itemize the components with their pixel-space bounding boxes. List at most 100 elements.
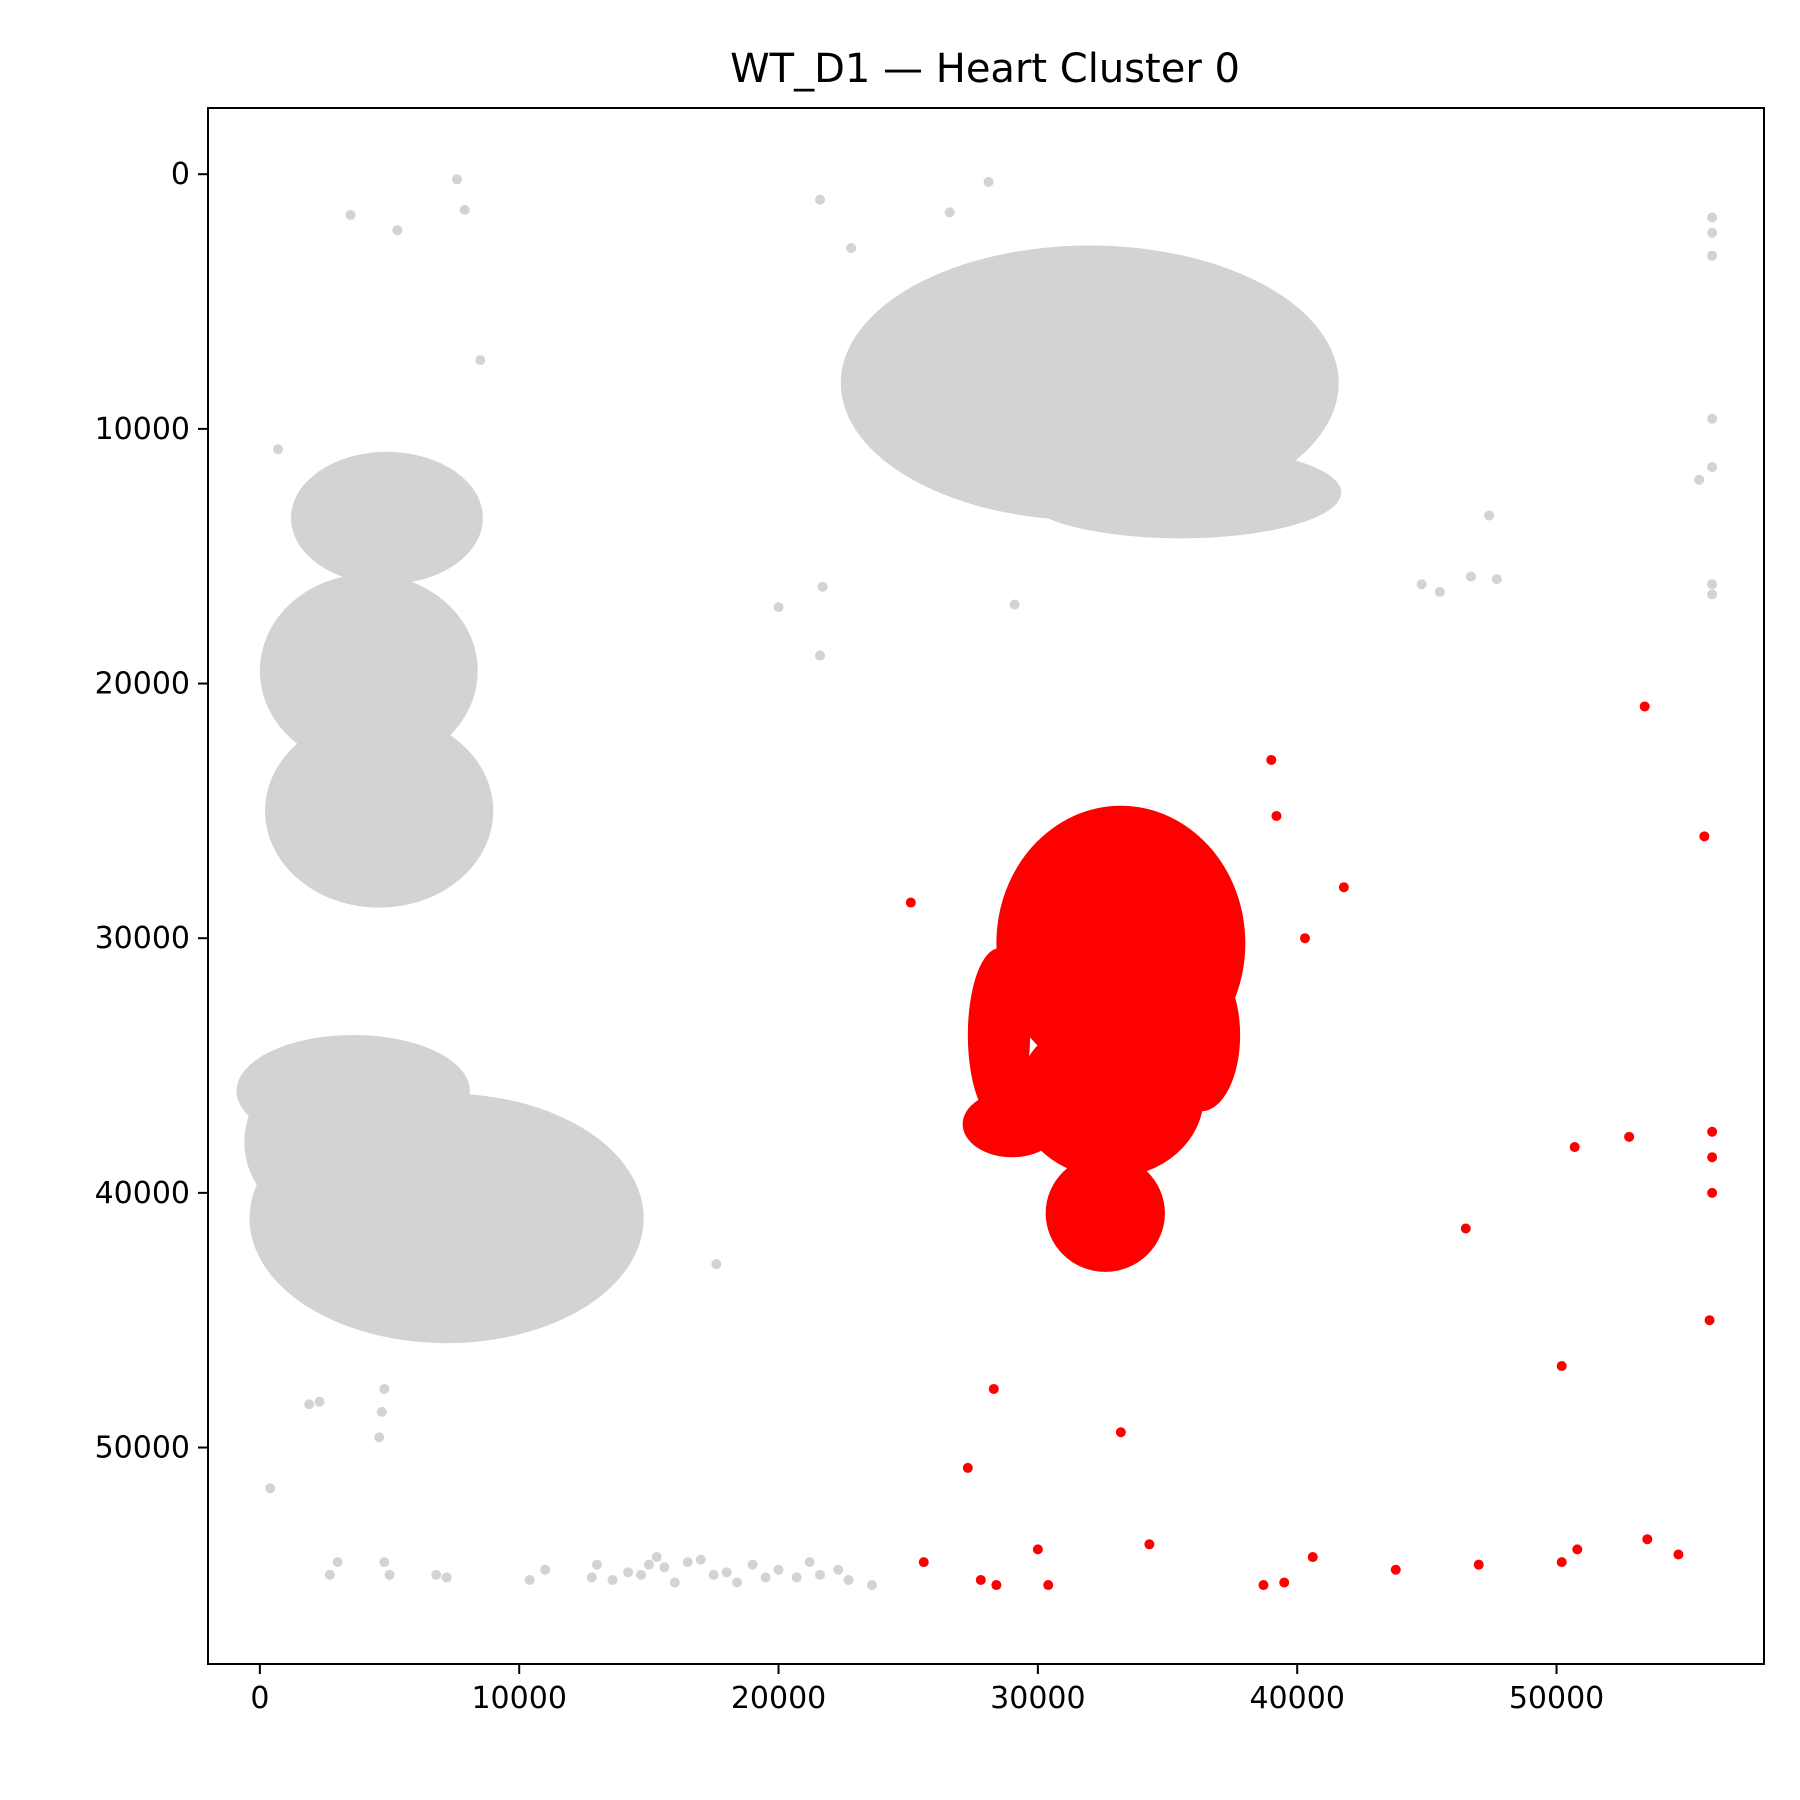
cluster-point-9 [962, 1462, 973, 1473]
cluster-point-17 [1279, 1577, 1290, 1588]
background-point-38 [431, 1569, 442, 1580]
cluster-point-20 [1460, 1223, 1471, 1234]
cluster-point-4 [1299, 933, 1310, 944]
y-tick-label-0: 0 [171, 157, 190, 192]
background-point-40 [524, 1574, 535, 1585]
background-point-20 [265, 1483, 276, 1494]
cluster-point-22 [1556, 1361, 1567, 1372]
background-point-53 [708, 1569, 719, 1580]
background-point-24 [1465, 571, 1476, 582]
cluster-point-1 [1266, 754, 1277, 765]
x-axis: 0 10000 20000 30000 40000 50000 [250, 1664, 1604, 1716]
background-point-63 [843, 1574, 854, 1585]
y-tick-label-2: 20000 [95, 667, 190, 702]
background-point-11 [773, 602, 784, 613]
background-point-59 [791, 1572, 802, 1583]
cluster-point-28 [1673, 1549, 1684, 1560]
cluster-point-31 [1707, 1187, 1718, 1198]
background-region-2 [290, 451, 483, 585]
cluster-point-13 [1032, 1544, 1043, 1555]
cluster-point-24 [1572, 1544, 1583, 1555]
cluster-point-14 [1043, 1580, 1054, 1591]
cluster-points [905, 701, 1718, 1591]
background-point-56 [747, 1559, 758, 1570]
y-tick-label-3: 30000 [95, 921, 190, 956]
cluster-region-5 [1162, 958, 1241, 1112]
cluster-point-26 [1624, 1131, 1635, 1142]
y-axis: 0 10000 20000 30000 40000 50000 [95, 157, 208, 1466]
background-point-50 [669, 1577, 680, 1588]
background-region-1 [1019, 446, 1342, 539]
background-point-36 [379, 1557, 390, 1568]
background-point-28 [1707, 250, 1718, 261]
background-point-54 [721, 1567, 732, 1578]
cluster-region-3 [967, 948, 1031, 1122]
x-tick-label-2: 20000 [731, 1681, 826, 1716]
background-point-47 [643, 1559, 654, 1570]
cluster-point-15 [1144, 1539, 1155, 1550]
cluster-point-5 [1639, 701, 1650, 712]
background-point-27 [1707, 227, 1718, 238]
background-point-51 [682, 1557, 693, 1568]
background-point-3 [392, 225, 403, 236]
y-tick-label-1: 10000 [95, 412, 190, 447]
chart-title: WT_D1 — Heart Cluster 0 [730, 46, 1240, 92]
background-point-41 [540, 1564, 551, 1575]
background-point-29 [1707, 413, 1718, 424]
background-point-34 [324, 1569, 335, 1580]
cluster-point-27 [1642, 1534, 1653, 1545]
background-point-57 [760, 1572, 771, 1583]
cluster-region-1 [1017, 1014, 1204, 1178]
background-point-0 [451, 174, 462, 185]
cluster-point-0 [905, 897, 916, 908]
background-points [236, 174, 1718, 1591]
background-point-52 [695, 1554, 706, 1565]
cluster-point-11 [975, 1574, 986, 1585]
x-tick-label-1: 10000 [471, 1681, 566, 1716]
background-point-26 [1707, 212, 1718, 223]
background-point-7 [846, 243, 857, 254]
background-point-61 [815, 1569, 826, 1580]
background-point-25 [1491, 574, 1502, 585]
background-point-10 [817, 581, 828, 592]
y-tick-label-4: 40000 [95, 1176, 190, 1211]
background-point-45 [623, 1567, 634, 1578]
cluster-point-32 [1704, 1315, 1715, 1326]
cluster-point-12 [991, 1580, 1002, 1591]
cluster-point-18 [1307, 1552, 1318, 1563]
background-point-62 [833, 1564, 844, 1575]
background-point-5 [273, 444, 284, 455]
background-point-33 [1707, 589, 1718, 600]
background-point-15 [304, 1399, 315, 1410]
x-tick-label-4: 40000 [1249, 1681, 1344, 1716]
cluster-point-8 [1115, 1427, 1126, 1438]
background-point-42 [586, 1572, 597, 1583]
background-point-32 [1707, 579, 1718, 590]
background-point-43 [592, 1559, 602, 1570]
background-point-60 [804, 1557, 815, 1568]
background-point-49 [659, 1562, 670, 1573]
x-tick-label-5: 50000 [1509, 1681, 1604, 1716]
plot-frame [207, 107, 1765, 1665]
background-point-58 [773, 1564, 784, 1575]
background-region-3 [259, 574, 478, 768]
cluster-point-6 [1699, 831, 1710, 842]
background-point-35 [332, 1557, 343, 1568]
background-point-55 [732, 1577, 743, 1588]
background-point-22 [1416, 579, 1427, 590]
background-region-7 [244, 1060, 411, 1224]
background-point-46 [636, 1569, 647, 1580]
cluster-point-7 [988, 1383, 999, 1394]
background-point-12 [1009, 599, 1020, 610]
background-point-2 [345, 209, 356, 220]
cluster-region-2 [1045, 1154, 1165, 1272]
background-point-44 [607, 1574, 618, 1585]
cluster-region-4 [962, 1091, 1062, 1158]
background-point-64 [866, 1580, 877, 1591]
cluster-point-2 [1271, 810, 1282, 821]
background-point-31 [1694, 474, 1705, 485]
background-point-19 [376, 1406, 387, 1417]
background-point-39 [441, 1572, 452, 1583]
background-point-18 [379, 1383, 390, 1394]
background-point-17 [374, 1432, 385, 1443]
